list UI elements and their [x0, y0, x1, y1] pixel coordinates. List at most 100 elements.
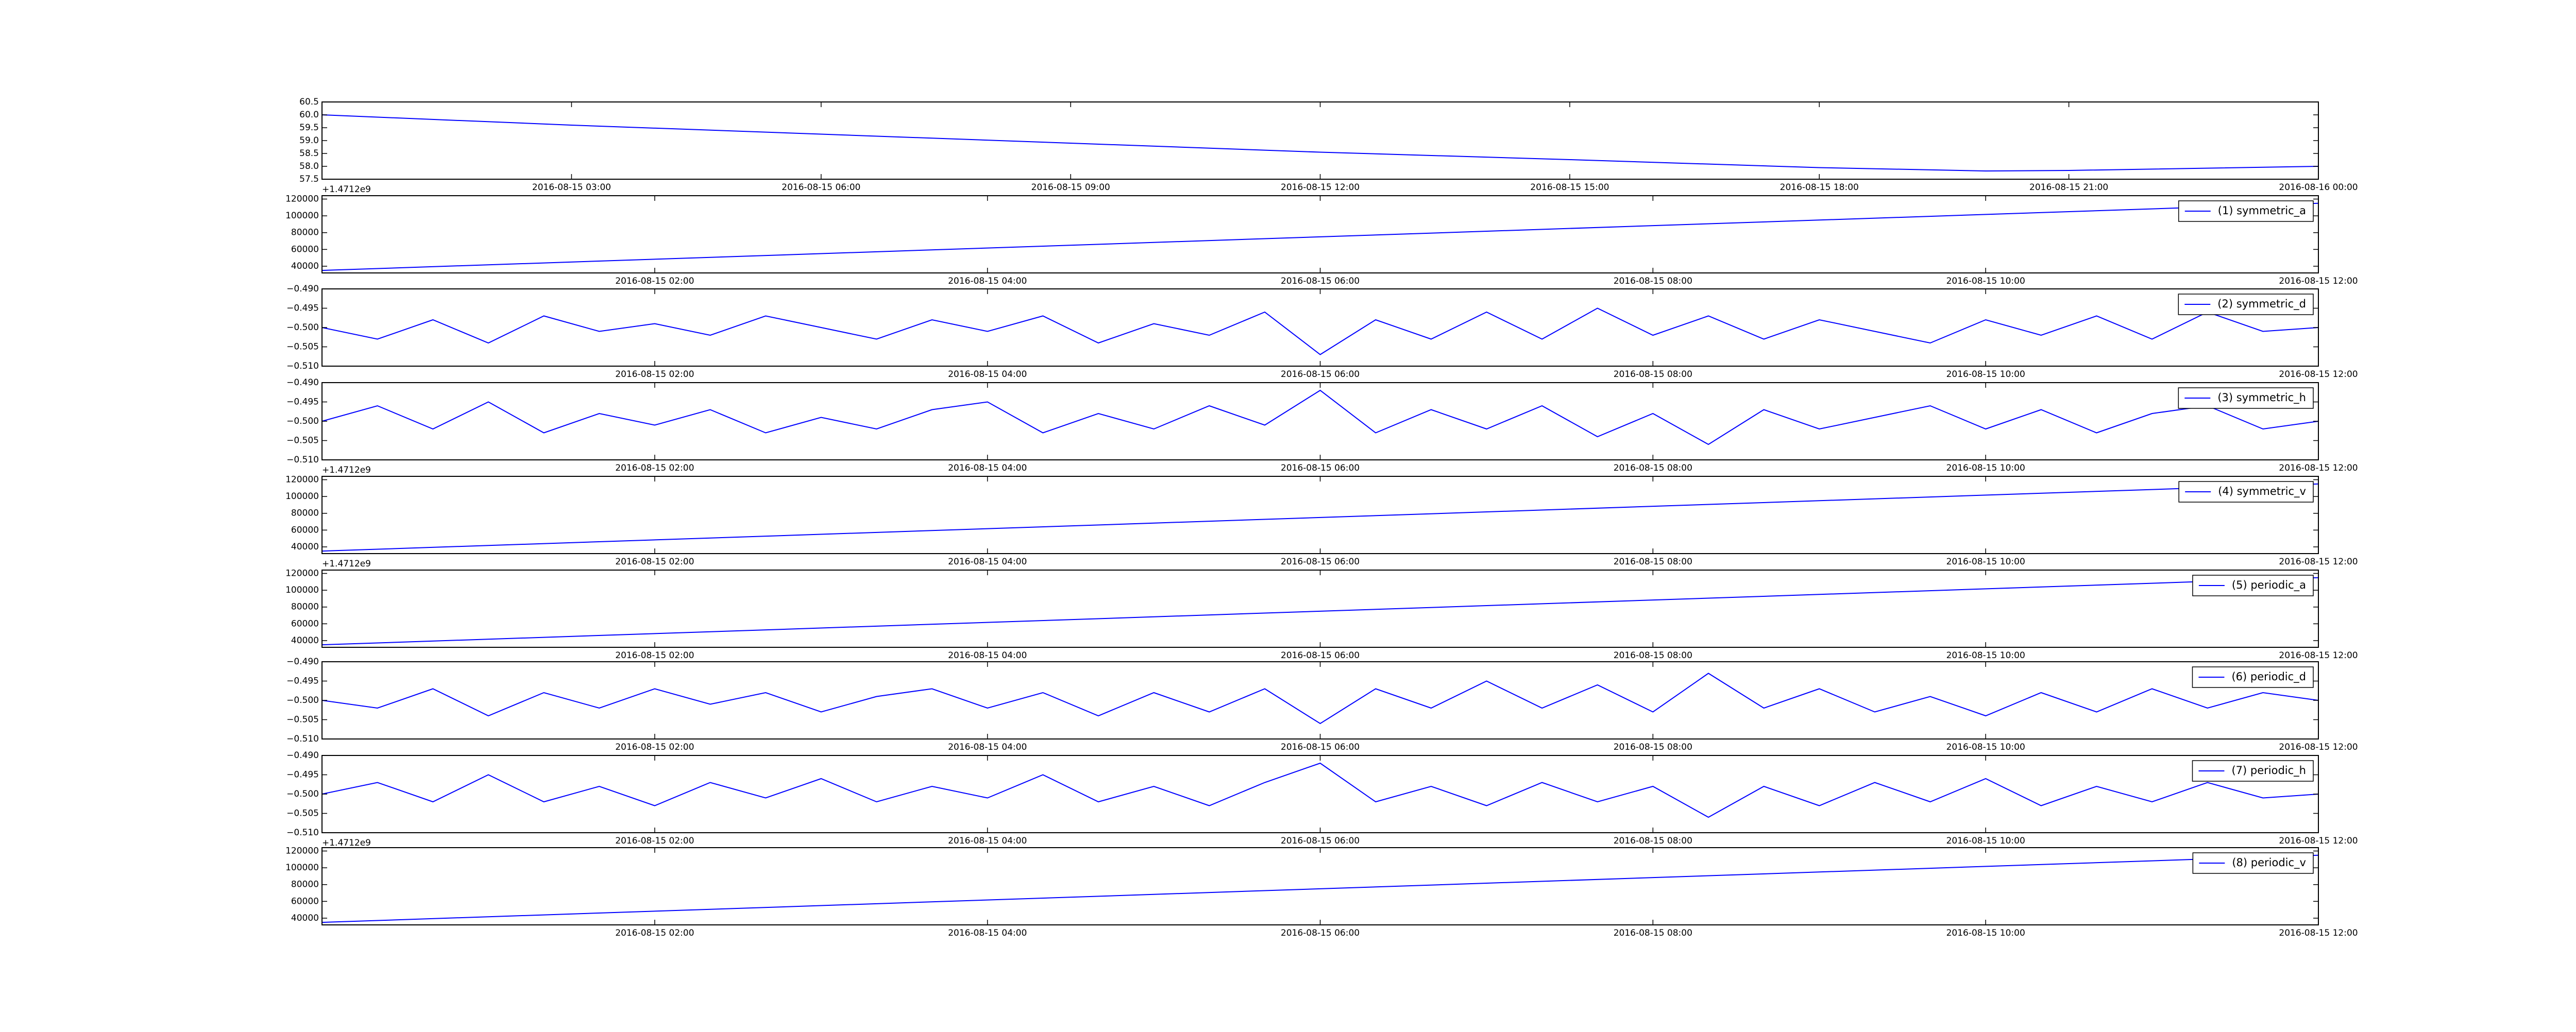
y-tick-label: −0.495 [286, 770, 319, 780]
x-tick-label: 2016-08-15 02:00 [615, 463, 694, 473]
y-tick-label: 60.5 [299, 97, 319, 107]
x-tick-label: 2016-08-15 08:00 [1614, 276, 1692, 286]
y-tick-label: 80000 [291, 508, 319, 519]
legend: (1) symmetric_a [2178, 200, 2314, 222]
x-tick-label: 2016-08-15 18:00 [1780, 182, 1859, 193]
x-tick-label: 2016-08-15 08:00 [1614, 928, 1692, 938]
x-tick-label: 2016-08-15 10:00 [1946, 836, 2025, 846]
y-tick-label: 80000 [291, 602, 319, 612]
x-tick-label: 2016-08-15 12:00 [2279, 928, 2358, 938]
y-tick-label: 60000 [291, 618, 319, 629]
axis-offset-label: +1.4712e9 [322, 838, 371, 848]
x-tick-label: 2016-08-15 12:00 [2279, 557, 2358, 567]
subplot: −0.510 −0.505 −0.500 −0.495 −0.490 2016-08-15… [286, 377, 2358, 475]
y-tick-label: 40000 [291, 913, 319, 923]
x-tick-label: 2016-08-15 12:00 [2279, 369, 2358, 380]
y-tick-label: −0.500 [286, 322, 319, 333]
x-tick-label: 2016-08-16 00:00 [2279, 182, 2358, 193]
y-tick-label: −0.505 [286, 809, 319, 819]
legend-label: (5) periodic_a [2232, 579, 2306, 592]
x-tick-label: 2016-08-15 03:00 [532, 182, 611, 193]
legend-label: (8) periodic_v [2232, 856, 2306, 869]
legend: (6) periodic_d [2192, 666, 2314, 688]
subplot: 40000 60000 80000 100000 120000 2016-08-15 02… [285, 569, 2358, 661]
x-tick-label: 2016-08-15 12:00 [2279, 650, 2358, 661]
y-tick-label: 60.0 [299, 110, 319, 120]
axes-background [322, 383, 2318, 460]
subplot: 40000 60000 80000 100000 120000 2016-08-15 02… [285, 475, 2358, 569]
x-tick-label: 2016-08-15 08:00 [1614, 650, 1692, 661]
x-tick-label: 2016-08-15 10:00 [1946, 276, 2025, 286]
x-tick-label: 2016-08-15 04:00 [948, 928, 1027, 938]
y-tick-label: 59.0 [299, 135, 319, 146]
x-tick-label: 2016-08-15 12:00 [2279, 836, 2358, 846]
x-tick-label: 2016-08-15 06:00 [1281, 928, 1360, 938]
legend: (4) symmetric_v [2178, 481, 2314, 503]
x-tick-label: 2016-08-15 08:00 [1614, 463, 1692, 473]
x-tick-label: 2016-08-15 08:00 [1614, 557, 1692, 567]
y-tick-label: 59.5 [299, 123, 319, 133]
axis-offset-label: +1.4712e9 [322, 559, 371, 569]
legend-box [2192, 852, 2314, 874]
legend-label: (3) symmetric_h [2217, 391, 2306, 404]
x-tick-label: 2016-08-15 10:00 [1946, 928, 2025, 938]
y-tick-label: 40000 [291, 542, 319, 552]
x-tick-label: 2016-08-15 10:00 [1946, 742, 2025, 752]
subplot: −0.510 −0.505 −0.500 −0.495 −0.490 2016-08-15… [286, 657, 2358, 752]
series-line [321, 202, 2319, 271]
y-tick-label: −0.495 [286, 303, 319, 314]
x-tick-label: 2016-08-15 10:00 [1946, 463, 2025, 473]
legend-label: (1) symmetric_a [2218, 204, 2306, 217]
y-tick-label: 100000 [285, 863, 319, 873]
x-tick-label: 2016-08-15 12:00 [1281, 182, 1360, 193]
x-tick-label: 2016-08-15 02:00 [615, 742, 694, 752]
y-tick-label: 100000 [285, 491, 319, 502]
x-tick-label: 2016-08-15 02:00 [615, 928, 694, 938]
y-tick-label: 120000 [285, 846, 319, 856]
x-tick-label: 2016-08-15 06:00 [1281, 557, 1360, 567]
legend: (3) symmetric_h [2178, 387, 2314, 409]
y-tick-label: −0.500 [286, 695, 319, 706]
y-tick-label: 58.0 [299, 161, 319, 171]
x-tick-label: 2016-08-15 06:00 [1281, 276, 1360, 286]
y-tick-label: −0.510 [286, 734, 319, 744]
x-tick-label: 2016-08-15 12:00 [2279, 463, 2358, 473]
x-tick-label: 2016-08-15 10:00 [1946, 369, 2025, 380]
y-tick-label: 100000 [285, 585, 319, 595]
x-tick-label: 2016-08-15 21:00 [2029, 182, 2108, 193]
y-tick-label: −0.490 [286, 284, 319, 294]
y-tick-label: −0.490 [286, 377, 319, 388]
x-tick-label: 2016-08-15 02:00 [615, 836, 694, 846]
legend-label: (7) periodic_h [2231, 764, 2306, 777]
legend: (2) symmetric_d [2178, 294, 2314, 315]
series-line [321, 483, 2319, 552]
x-tick-label: 2016-08-15 06:00 [1281, 369, 1360, 380]
x-tick-label: 2016-08-15 04:00 [948, 369, 1027, 380]
y-tick-label: −0.495 [286, 676, 319, 686]
y-tick-label: −0.510 [286, 361, 319, 371]
y-tick-label: 60000 [291, 896, 319, 906]
x-tick-label: 2016-08-15 04:00 [948, 463, 1027, 473]
y-tick-label: 120000 [285, 569, 319, 579]
y-tick-label: 120000 [285, 475, 319, 485]
legend-label: (4) symmetric_v [2218, 485, 2306, 498]
subplot: 57.5 58.0 58.5 59.0 59.5 60.0 60.5 2016-08-15 0… [299, 97, 2358, 195]
y-tick-label: −0.510 [286, 828, 319, 838]
series-line [321, 577, 2319, 646]
y-tick-label: −0.505 [286, 436, 319, 446]
series-line [321, 762, 2319, 818]
x-tick-label: 2016-08-15 04:00 [948, 742, 1027, 752]
series-line [321, 114, 2319, 172]
y-tick-label: −0.495 [286, 397, 319, 407]
x-tick-label: 2016-08-15 12:00 [2279, 742, 2358, 752]
x-tick-label: 2016-08-15 04:00 [948, 557, 1027, 567]
x-tick-label: 2016-08-15 06:00 [1281, 836, 1360, 846]
legend: (7) periodic_h [2192, 760, 2314, 782]
y-tick-label: −0.510 [286, 455, 319, 465]
x-tick-label: 2016-08-15 02:00 [615, 650, 694, 661]
series-line [321, 389, 2319, 445]
x-tick-label: 2016-08-15 02:00 [615, 369, 694, 380]
y-tick-label: 80000 [291, 880, 319, 890]
legend-label: (6) periodic_d [2231, 670, 2306, 683]
x-tick-label: 2016-08-15 06:00 [1281, 742, 1360, 752]
